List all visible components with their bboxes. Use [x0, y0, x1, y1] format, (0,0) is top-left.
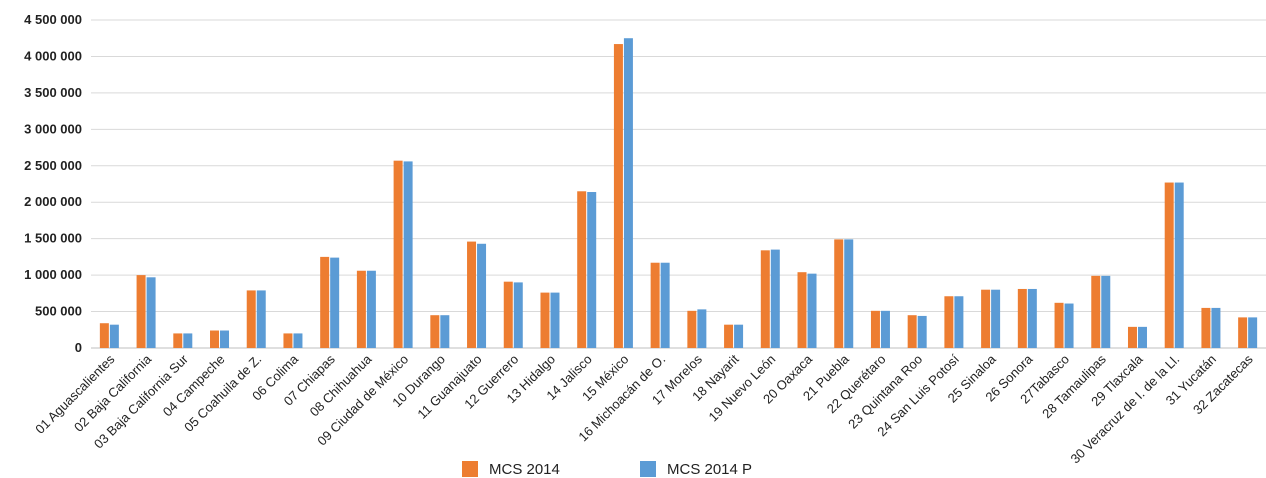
x-tick-label: 28 Tamaulipas — [1039, 351, 1109, 421]
bar-mcs-2014-p — [220, 330, 230, 348]
bar-mcs-2014-p — [807, 273, 817, 348]
bar-mcs-2014-p — [109, 324, 119, 348]
legend-swatch — [462, 461, 478, 477]
y-tick-label: 2 000 000 — [24, 194, 82, 209]
bar-mcs-2014-p — [1248, 317, 1258, 348]
bar-mcs-2014 — [136, 275, 146, 348]
y-tick-label: 4 500 000 — [24, 12, 82, 27]
y-tick-label: 500 000 — [35, 304, 82, 319]
bar-mcs-2014 — [320, 256, 330, 348]
bar-mcs-2014 — [173, 333, 183, 348]
bar-mcs-2014-p — [954, 296, 964, 348]
bar-mcs-2014-p — [991, 289, 1001, 348]
bar-mcs-2014 — [1054, 302, 1064, 348]
legend-item: MCS 2014 P — [640, 461, 752, 478]
bar-mcs-2014 — [577, 191, 587, 348]
bar-mcs-2014-p — [1027, 288, 1037, 348]
bar-mcs-2014 — [393, 160, 403, 348]
bar-mcs-2014 — [503, 281, 513, 348]
bar-mcs-2014-p — [183, 333, 193, 348]
bar-mcs-2014 — [1164, 182, 1174, 348]
bar-mcs-2014 — [870, 310, 880, 348]
bar-mcs-2014 — [356, 270, 366, 348]
bar-mcs-2014 — [1091, 275, 1101, 348]
bar-mcs-2014-p — [734, 324, 744, 348]
bar-mcs-2014-p — [770, 249, 780, 348]
bar-mcs-2014 — [981, 289, 991, 348]
bar-mcs-2014 — [283, 333, 293, 348]
bar-mcs-2014-p — [660, 262, 670, 348]
bar-mcs-2014 — [467, 241, 477, 348]
y-tick-label: 1 000 000 — [24, 267, 82, 282]
bars — [99, 38, 1258, 348]
bar-mcs-2014-p — [256, 290, 266, 348]
bar-mcs-2014-p — [1174, 182, 1184, 348]
bar-mcs-2014 — [650, 262, 660, 348]
bar-mcs-2014-p — [293, 333, 303, 348]
bar-mcs-2014-p — [697, 309, 707, 348]
y-tick-label: 3 500 000 — [24, 85, 82, 100]
legend: MCS 2014 MCS 2014 P — [462, 461, 752, 478]
y-axis: 0 500 000 1 000 000 1 500 000 2 000 000 2 500… — [24, 12, 82, 355]
bar-mcs-2014-p — [146, 277, 156, 348]
bar-mcs-2014 — [430, 315, 440, 348]
y-tick-label: 3 000 000 — [24, 121, 82, 136]
bar-mcs-2014-p — [1064, 303, 1074, 348]
bar-mcs-2014-p — [917, 315, 927, 348]
bar-mcs-2014-p — [550, 292, 560, 348]
bar-mcs-2014 — [613, 44, 623, 348]
bar-mcs-2014-p — [1101, 275, 1111, 348]
bar-mcs-2014-p — [330, 257, 340, 348]
bar-mcs-2014 — [210, 330, 220, 348]
y-tick-label: 4 000 000 — [24, 48, 82, 63]
bar-mcs-2014 — [944, 296, 954, 348]
y-tick-label: 0 — [75, 340, 82, 355]
bar-mcs-2014 — [540, 292, 550, 348]
legend-swatch — [640, 461, 656, 477]
bar-mcs-2014-p — [1137, 326, 1147, 348]
bar-mcs-2014-p — [623, 38, 633, 348]
bar-mcs-2014-p — [477, 243, 487, 348]
bar-mcs-2014 — [1201, 307, 1211, 348]
y-tick-label: 1 500 000 — [24, 231, 82, 246]
x-tick-label: 11 Guanajuato — [414, 352, 484, 422]
bar-mcs-2014-p — [366, 270, 376, 348]
bar-mcs-2014 — [99, 323, 109, 348]
legend-label: MCS 2014 P — [667, 461, 752, 478]
bar-mcs-2014 — [687, 310, 697, 348]
bar-mcs-2014 — [1017, 288, 1027, 348]
bar-mcs-2014-p — [403, 161, 413, 348]
y-tick-label: 2 500 000 — [24, 158, 82, 173]
bar-mcs-2014 — [246, 290, 256, 348]
bar-mcs-2014-p — [513, 282, 523, 348]
bar-mcs-2014 — [797, 272, 807, 348]
bar-mcs-2014-p — [587, 192, 597, 348]
bar-mcs-2014 — [1238, 317, 1248, 348]
legend-item: MCS 2014 — [462, 461, 560, 478]
bar-mcs-2014-p — [440, 315, 450, 348]
bar-mcs-2014 — [907, 315, 917, 348]
bar-mcs-2014 — [1127, 326, 1137, 348]
gridlines — [91, 19, 1266, 349]
bar-mcs-2014-p — [1211, 307, 1221, 348]
bar-mcs-2014 — [834, 239, 844, 348]
bar-mcs-2014 — [724, 324, 734, 348]
bar-mcs-2014-p — [844, 239, 854, 348]
bar-mcs-2014 — [760, 250, 770, 348]
legend-label: MCS 2014 — [489, 461, 560, 478]
bar-mcs-2014-p — [880, 310, 890, 348]
